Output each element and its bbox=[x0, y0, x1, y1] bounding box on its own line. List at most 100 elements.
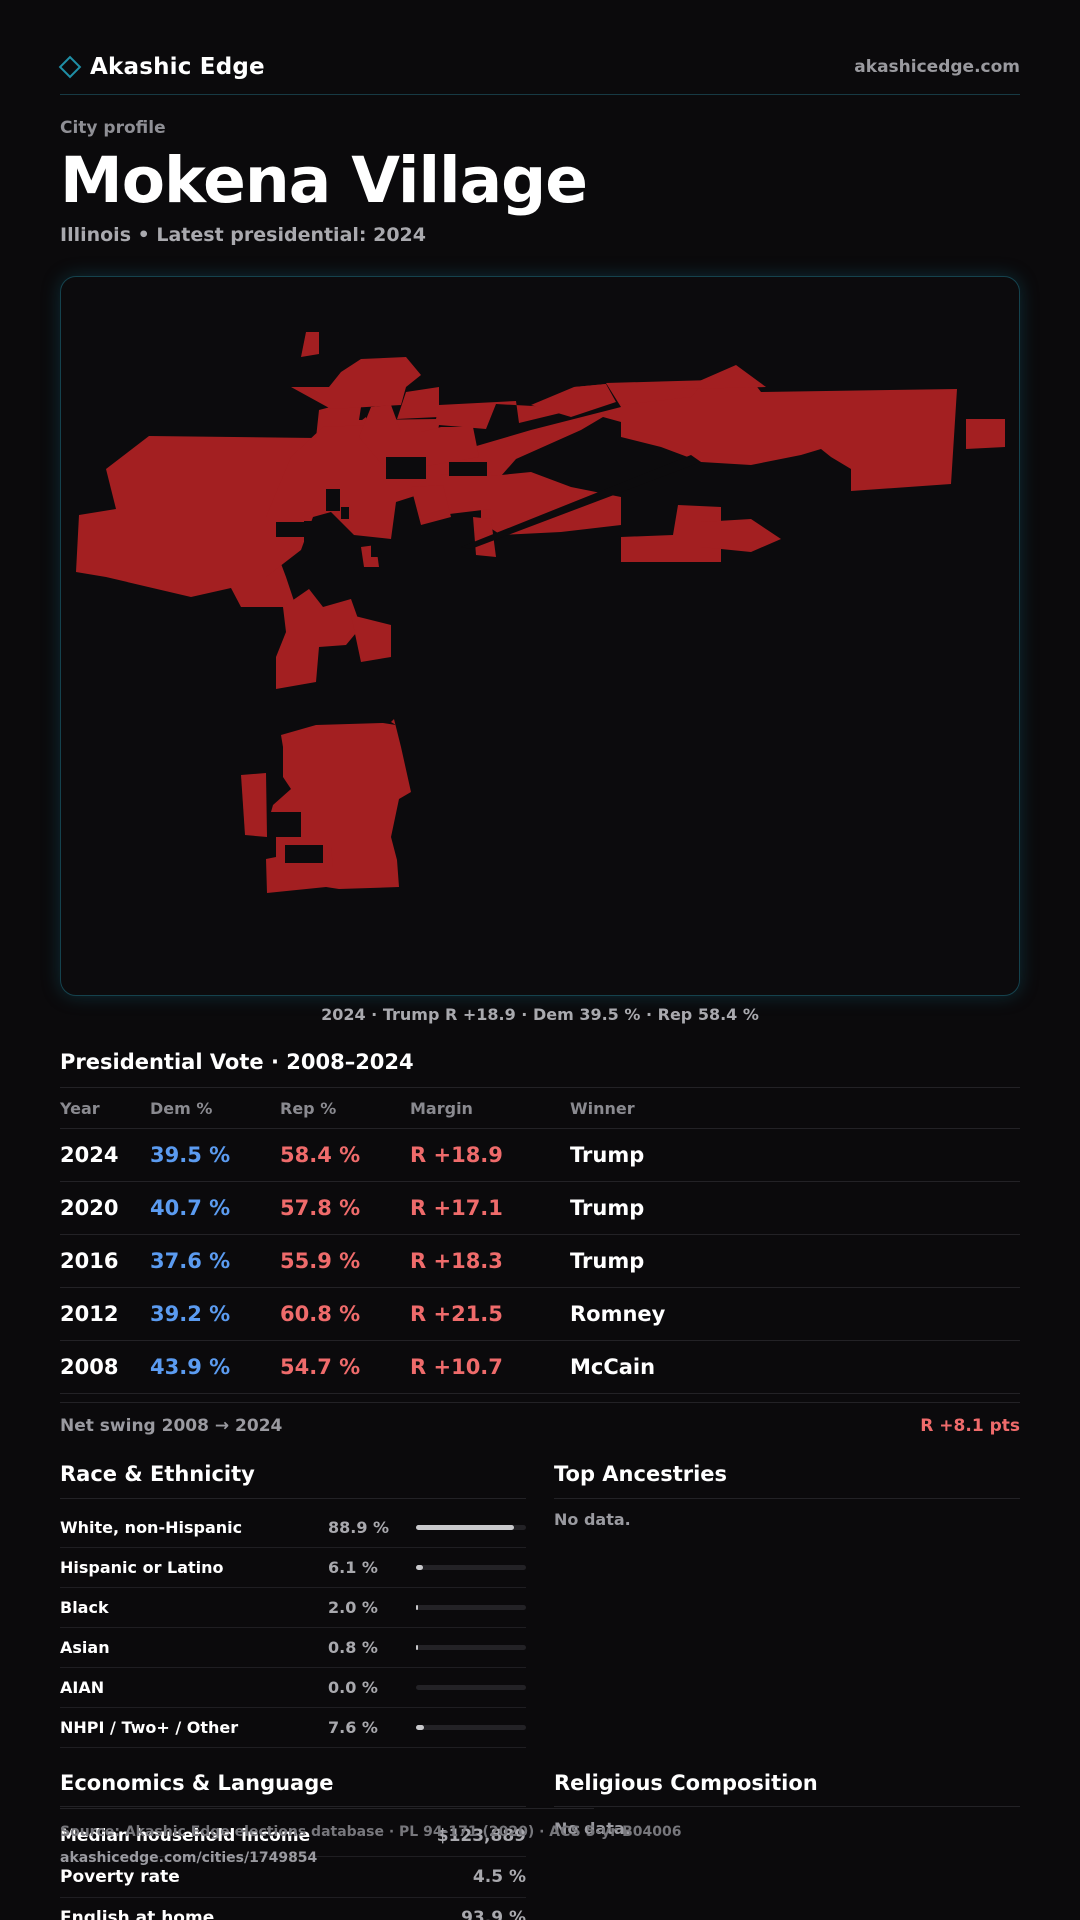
race-label: Asian bbox=[60, 1638, 110, 1657]
economics-table: Median household income $123,889 Poverty… bbox=[60, 1816, 526, 1920]
table-row: 2020 40.7 % 57.8 % R +17.1 Trump bbox=[60, 1182, 1020, 1235]
column-header-margin[interactable]: Margin bbox=[410, 1098, 473, 1118]
presidential-vote-table: Year Dem % Rep % Margin Winner 2024 39.5… bbox=[60, 1088, 1020, 1394]
presidential-divider bbox=[60, 1087, 1020, 1088]
list-item: Hispanic or Latino 6.1 % bbox=[60, 1548, 526, 1588]
table-row: 2016 37.6 % 55.9 % R +18.3 Trump bbox=[60, 1235, 1020, 1288]
list-item: Black 2.0 % bbox=[60, 1588, 526, 1628]
list-item: Median household income $123,889 bbox=[60, 1816, 526, 1857]
map-caption: 2024 · Trump R +18.9 · Dem 39.5 % · Rep … bbox=[321, 1005, 759, 1024]
race-divider bbox=[60, 1498, 526, 1499]
rep-cell: 54.7 % bbox=[280, 1355, 361, 1379]
column-header-year[interactable]: Year bbox=[60, 1098, 100, 1118]
ancestries-divider bbox=[554, 1498, 1020, 1499]
rep-cell: 55.9 % bbox=[280, 1249, 361, 1273]
econ-label: Median household income bbox=[60, 1826, 311, 1846]
race-bar-fill bbox=[416, 1605, 418, 1610]
race-bar bbox=[416, 1565, 526, 1570]
race-bar-fill bbox=[416, 1525, 514, 1530]
dem-cell: 39.2 % bbox=[150, 1302, 231, 1326]
margin-cell: R +17.1 bbox=[410, 1196, 503, 1220]
year-cell: 2008 bbox=[60, 1355, 119, 1379]
table-header-row: Year Dem % Rep % Margin Winner bbox=[60, 1088, 1020, 1129]
race-label: Black bbox=[60, 1598, 109, 1617]
list-item: Poverty rate 4.5 % bbox=[60, 1857, 526, 1898]
winner-cell: Romney bbox=[570, 1302, 666, 1326]
list-item: White, non-Hispanic 88.9 % bbox=[60, 1508, 526, 1548]
year-cell: 2020 bbox=[60, 1196, 119, 1220]
footer-divider bbox=[60, 1808, 594, 1809]
net-swing-row: Net swing 2008 → 2024 R +8.1 pts bbox=[60, 1402, 1020, 1449]
econ-value: 4.5 % bbox=[472, 1867, 526, 1887]
brand[interactable]: Akashic Edge bbox=[58, 54, 265, 80]
map-holes bbox=[276, 455, 753, 863]
city-boundary-map[interactable] bbox=[60, 276, 1020, 996]
dem-cell: 40.7 % bbox=[150, 1196, 231, 1220]
year-cell: 2024 bbox=[60, 1143, 119, 1167]
race-value: 0.8 % bbox=[328, 1638, 378, 1657]
religion-divider bbox=[554, 1806, 1020, 1807]
page-subtitle: Illinois • Latest presidential: 2024 bbox=[60, 224, 427, 246]
list-item: English at home 93.9 % bbox=[60, 1898, 526, 1920]
margin-cell: R +10.7 bbox=[410, 1355, 503, 1379]
diamond-logo-icon bbox=[58, 55, 82, 79]
race-label: NHPI / Two+ / Other bbox=[60, 1718, 239, 1737]
econ-label: English at home bbox=[60, 1908, 215, 1920]
presidential-section-title: Presidential Vote · 2008–2024 bbox=[60, 1050, 414, 1074]
race-value: 6.1 % bbox=[328, 1558, 378, 1577]
winner-cell: Trump bbox=[570, 1196, 645, 1220]
winner-cell: Trump bbox=[570, 1143, 645, 1167]
table-row: 2024 39.5 % 58.4 % R +18.9 Trump bbox=[60, 1129, 1020, 1182]
year-cell: 2012 bbox=[60, 1302, 119, 1326]
econ-label: Poverty rate bbox=[60, 1867, 180, 1887]
race-bar-fill bbox=[416, 1725, 424, 1730]
list-item: Asian 0.8 % bbox=[60, 1628, 526, 1668]
race-bar-fill bbox=[416, 1645, 418, 1650]
econ-value: 93.9 % bbox=[461, 1908, 526, 1920]
race-bar bbox=[416, 1725, 526, 1730]
economics-divider bbox=[60, 1806, 526, 1807]
dem-cell: 39.5 % bbox=[150, 1143, 231, 1167]
site-domain-link[interactable]: akashicedge.com bbox=[854, 57, 1020, 77]
race-bar bbox=[416, 1645, 526, 1650]
footer-source: Source: Akashic Edge elections database … bbox=[60, 1824, 682, 1840]
race-ethnicity-table: White, non-Hispanic 88.9 % Hispanic or L… bbox=[60, 1508, 526, 1748]
winner-cell: Trump bbox=[570, 1249, 645, 1273]
econ-value: $123,889 bbox=[436, 1826, 526, 1846]
net-swing-label: Net swing 2008 → 2024 bbox=[60, 1416, 283, 1436]
table-row: 2012 39.2 % 60.8 % R +21.5 Romney bbox=[60, 1288, 1020, 1341]
race-value: 2.0 % bbox=[328, 1598, 378, 1617]
race-bar bbox=[416, 1605, 526, 1610]
column-header-winner[interactable]: Winner bbox=[570, 1098, 635, 1118]
rep-cell: 58.4 % bbox=[280, 1143, 361, 1167]
race-label: White, non-Hispanic bbox=[60, 1518, 243, 1537]
winner-cell: McCain bbox=[570, 1355, 656, 1379]
ancestries-section-title: Top Ancestries bbox=[554, 1462, 728, 1486]
column-header-dem[interactable]: Dem % bbox=[150, 1098, 213, 1118]
list-item: NHPI / Two+ / Other 7.6 % bbox=[60, 1708, 526, 1748]
footer-url-link[interactable]: akashicedge.com/cities/1749854 bbox=[60, 1850, 318, 1866]
ancestries-empty-state: No data. bbox=[554, 1510, 631, 1529]
margin-cell: R +18.9 bbox=[410, 1143, 503, 1167]
race-bar bbox=[416, 1525, 526, 1530]
dem-cell: 37.6 % bbox=[150, 1249, 231, 1273]
race-value: 88.9 % bbox=[328, 1518, 390, 1537]
race-section-title: Race & Ethnicity bbox=[60, 1462, 255, 1486]
site-header: Akashic Edge akashicedge.com bbox=[58, 40, 1020, 95]
margin-cell: R +21.5 bbox=[410, 1302, 503, 1326]
religion-empty-state: No data. bbox=[554, 1819, 631, 1838]
list-item: AIAN 0.0 % bbox=[60, 1668, 526, 1708]
dem-cell: 43.9 % bbox=[150, 1355, 231, 1379]
economics-section-title: Economics & Language bbox=[60, 1771, 334, 1795]
city-boundary-shape bbox=[76, 332, 1005, 893]
table-row: 2008 43.9 % 54.7 % R +10.7 McCain bbox=[60, 1341, 1020, 1394]
map-canvas bbox=[76, 332, 1005, 893]
race-value: 0.0 % bbox=[328, 1678, 378, 1697]
race-bar bbox=[416, 1685, 526, 1690]
race-label: AIAN bbox=[60, 1678, 105, 1697]
page-title: Mokena Village bbox=[60, 144, 588, 217]
race-bar-fill bbox=[416, 1565, 423, 1570]
race-value: 7.6 % bbox=[328, 1718, 378, 1737]
column-header-rep[interactable]: Rep % bbox=[280, 1098, 337, 1118]
